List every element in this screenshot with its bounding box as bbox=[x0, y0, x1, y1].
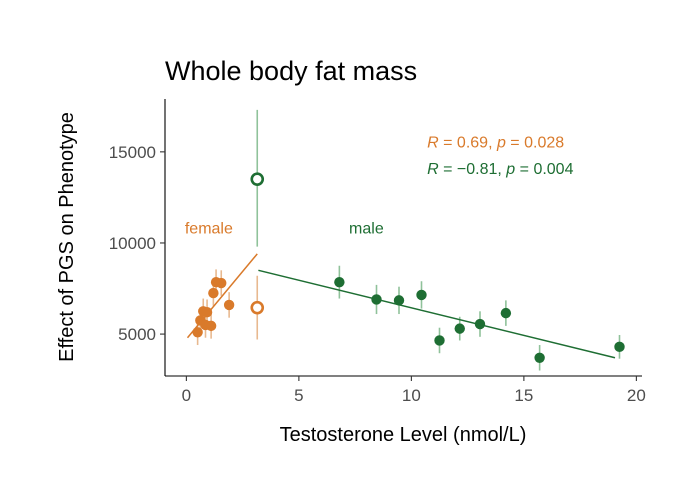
male-data-point bbox=[334, 276, 345, 288]
axes: 0 5 10 15 20 5000 10000 15000 bbox=[109, 99, 646, 405]
x-axis-ticks: 0 5 10 15 20 bbox=[182, 376, 646, 405]
female-correlation-annotation: R = 0.69, p = 0.028 bbox=[427, 135, 564, 152]
plot-area bbox=[186, 109, 625, 371]
male-group-label: male bbox=[349, 220, 384, 237]
x-tick-label: 15 bbox=[514, 386, 533, 405]
female-regression-line bbox=[186, 253, 258, 339]
male-data-point bbox=[416, 289, 427, 301]
x-axis-title: Testosterone Level (nmol/L) bbox=[280, 424, 527, 446]
annotations: female male R = 0.69, p = 0.028 R = −0.81, … bbox=[185, 135, 574, 238]
male-data-point bbox=[393, 295, 405, 306]
female-data-point bbox=[223, 299, 235, 311]
male-regression-line bbox=[258, 269, 616, 359]
female-data-point bbox=[216, 277, 227, 289]
x-tick-label: 10 bbox=[402, 386, 421, 405]
y-tick-label: 15000 bbox=[109, 143, 156, 162]
female-data-point bbox=[192, 327, 203, 338]
female-group-label: female bbox=[185, 220, 233, 237]
male-data-point bbox=[434, 335, 445, 346]
y-axis-ticks: 5000 10000 15000 bbox=[109, 143, 165, 344]
male-data-point bbox=[614, 341, 625, 353]
x-tick-label: 20 bbox=[627, 386, 646, 405]
female-outlier-point bbox=[250, 300, 265, 315]
y-tick-label: 5000 bbox=[118, 325, 156, 344]
x-tick-label: 0 bbox=[182, 386, 191, 405]
male-data-point bbox=[474, 318, 486, 330]
y-axis-title: Effect of PGS on Phenotype bbox=[56, 112, 78, 362]
female-data-point bbox=[201, 307, 213, 318]
male-data-point bbox=[534, 352, 545, 363]
male-data-point bbox=[454, 323, 465, 334]
male-correlation-annotation: R = −0.81, p = 0.004 bbox=[427, 161, 573, 178]
male-outlier-point bbox=[250, 172, 265, 186]
female-data-point bbox=[208, 287, 219, 299]
y-tick-label: 10000 bbox=[109, 234, 156, 253]
male-data-point bbox=[371, 294, 382, 305]
x-tick-label: 5 bbox=[294, 386, 303, 405]
male-data-point bbox=[500, 307, 512, 319]
female-data-point bbox=[205, 320, 217, 332]
chart-title: Whole body fat mass bbox=[165, 56, 417, 86]
